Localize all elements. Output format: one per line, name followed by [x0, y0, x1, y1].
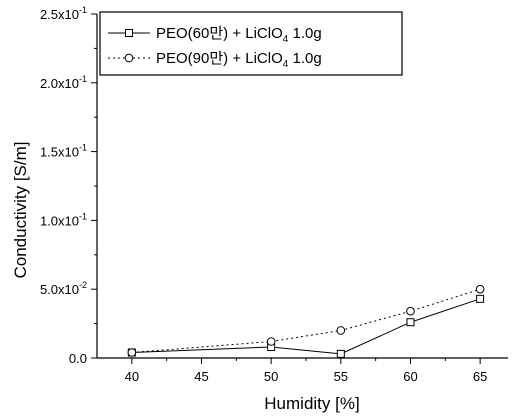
y-tick-label: 5.0x10-2 [40, 280, 87, 297]
data-point-square [336, 349, 345, 358]
y-tick-label: 2.0x10-1 [40, 74, 87, 91]
series-layer [127, 284, 485, 358]
legend-label: PEO(90만) + LiClO4 1.0g [156, 50, 322, 70]
legend-marker-square [125, 29, 133, 37]
data-point-square [476, 294, 485, 303]
x-axis-title: Humidity [%] [264, 394, 359, 413]
data-point-circle [266, 337, 276, 346]
x-tick-label: 55 [334, 369, 348, 384]
y-tick-label: 0.0 [69, 351, 87, 366]
y-tick-label: 1.0x10-1 [40, 211, 87, 228]
data-point-circle [127, 348, 137, 357]
data-point-square [406, 318, 415, 327]
data-point-circle [336, 326, 346, 335]
x-tick-label: 65 [473, 369, 487, 384]
legend: PEO(60만) + LiClO4 1.0g PEO(90만) + LiClO4 … [99, 11, 403, 76]
x-tick-label: 45 [194, 369, 208, 384]
legend-box [99, 11, 403, 76]
x-tick-label: 40 [125, 369, 139, 384]
axes: 40 45 50 55 60 65 0.0 5.0x10-2 1.0x10-1 1.5x10-1 2… [40, 5, 508, 384]
data-point-circle [406, 306, 415, 316]
y-tick-label: 1.5x10-1 [40, 143, 87, 160]
series-line [131, 298, 481, 355]
legend-label: PEO(60만) + LiClO4 1.0g [156, 25, 322, 45]
series-1 [127, 294, 485, 358]
data-point-circle [475, 284, 485, 294]
series-line [131, 288, 481, 353]
y-tick-label: 2.5x10-1 [40, 5, 87, 22]
series-2 [127, 284, 485, 357]
y-axis-title: Conductivity [S/m] [11, 142, 30, 279]
x-tick-label: 50 [264, 369, 278, 384]
x-tick-label: 60 [403, 369, 417, 384]
legend-marker-circle [124, 53, 134, 63]
